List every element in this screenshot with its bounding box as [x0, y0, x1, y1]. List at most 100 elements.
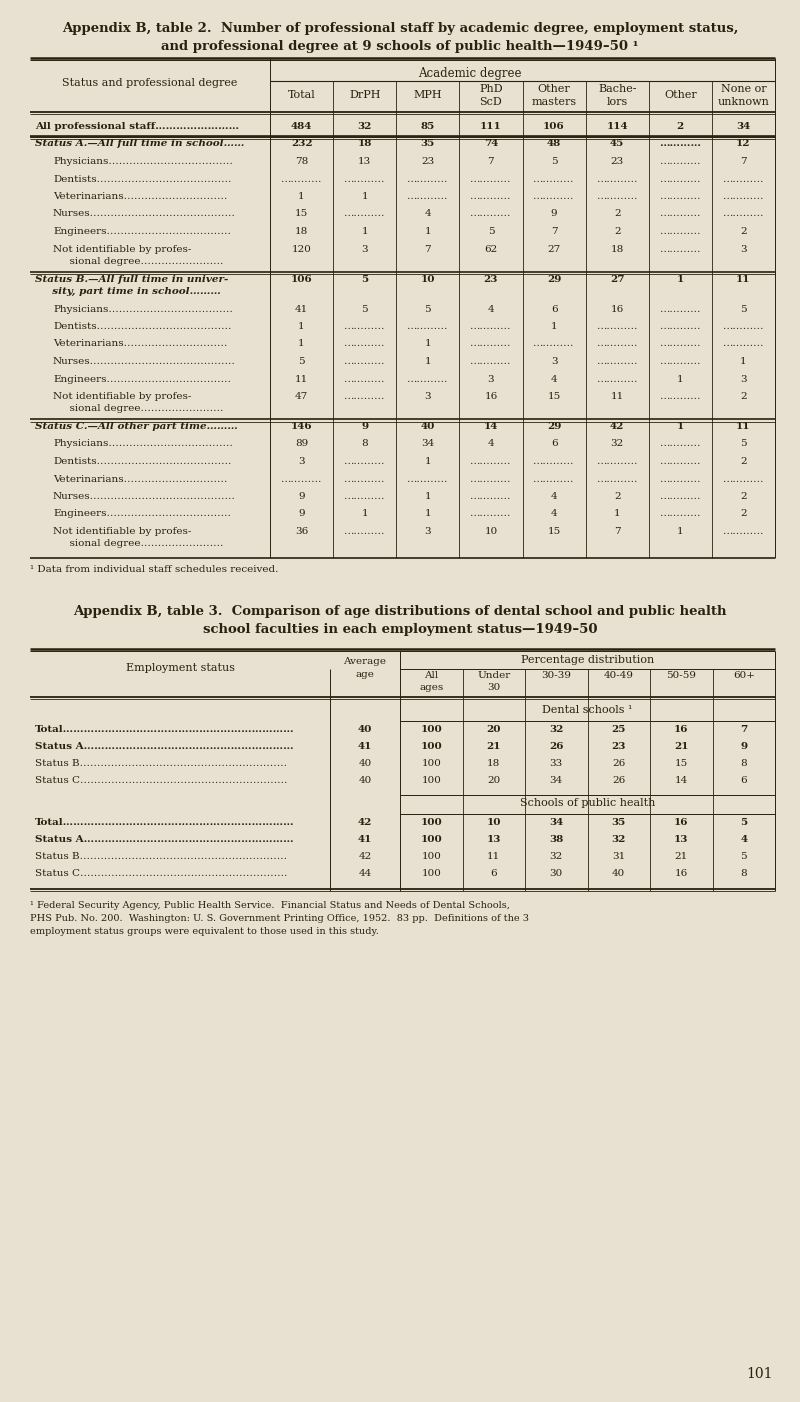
- Text: 100: 100: [420, 742, 442, 751]
- Text: 1: 1: [298, 322, 305, 331]
- Text: Physicians………………………………: Physicians………………………………: [53, 439, 233, 449]
- Text: 34: 34: [549, 817, 563, 827]
- Text: 5: 5: [361, 275, 368, 283]
- Text: …………: …………: [659, 474, 701, 484]
- Text: 3: 3: [425, 393, 431, 401]
- Text: 60+: 60+: [733, 672, 754, 680]
- Text: DrPH: DrPH: [349, 90, 381, 100]
- Text: ¹ Data from individual staff schedules received.: ¹ Data from individual staff schedules r…: [30, 565, 278, 573]
- Text: 9: 9: [298, 492, 305, 501]
- Text: 41: 41: [295, 304, 308, 314]
- Text: Nurses……………………………………: Nurses……………………………………: [53, 209, 236, 219]
- Text: 7: 7: [550, 227, 558, 236]
- Text: 2: 2: [740, 227, 746, 236]
- Text: 16: 16: [674, 725, 689, 735]
- Text: 101: 101: [746, 1367, 774, 1381]
- Text: …………: …………: [597, 374, 638, 384]
- Text: 10: 10: [486, 817, 501, 827]
- Text: 40: 40: [358, 775, 372, 785]
- Text: Dentists…………………………………: Dentists…………………………………: [53, 322, 231, 331]
- Text: Nurses……………………………………: Nurses……………………………………: [53, 492, 236, 501]
- Text: 33: 33: [550, 758, 563, 768]
- Text: …………: …………: [344, 358, 386, 366]
- Text: …………: …………: [534, 192, 575, 200]
- Text: 100: 100: [420, 836, 442, 844]
- Text: 40: 40: [358, 758, 372, 768]
- Text: 38: 38: [549, 836, 563, 844]
- Text: 4: 4: [488, 439, 494, 449]
- Text: 34: 34: [736, 122, 750, 130]
- Text: 1: 1: [298, 192, 305, 200]
- Text: 15: 15: [674, 758, 688, 768]
- Text: 29: 29: [547, 275, 562, 283]
- Text: Engineers………………………………: Engineers………………………………: [53, 374, 231, 384]
- Text: Physicians………………………………: Physicians………………………………: [53, 157, 233, 165]
- Text: All professional staff……………………: All professional staff……………………: [35, 122, 239, 130]
- Text: Status C……………………………………………………: Status C……………………………………………………: [35, 869, 287, 878]
- Text: …………: …………: [470, 192, 512, 200]
- Text: employment status groups were equivalent to those used in this study.: employment status groups were equivalent…: [30, 927, 379, 937]
- Text: …………: …………: [659, 457, 701, 465]
- Text: …………: …………: [344, 457, 386, 465]
- Text: …………: …………: [659, 227, 701, 236]
- Text: …………: …………: [470, 474, 512, 484]
- Text: 2: 2: [740, 492, 746, 501]
- Text: 32: 32: [550, 852, 563, 861]
- Text: 7: 7: [740, 725, 747, 735]
- Text: Veterinarians…………………………: Veterinarians…………………………: [53, 474, 227, 484]
- Text: 9: 9: [740, 742, 747, 751]
- Text: Appendix B, table 2.  Number of professional staff by academic degree, employmen: Appendix B, table 2. Number of professio…: [62, 22, 738, 35]
- Text: 7: 7: [425, 244, 431, 254]
- Text: 42: 42: [610, 422, 624, 430]
- Text: …………: …………: [659, 492, 701, 501]
- Text: Academic degree: Academic degree: [418, 67, 522, 80]
- Text: Employment status: Employment status: [126, 663, 234, 673]
- Text: 23: 23: [611, 742, 626, 751]
- Text: Status C.—All other part time………: Status C.—All other part time………: [35, 422, 238, 430]
- Text: 31: 31: [612, 852, 626, 861]
- Text: 3: 3: [740, 244, 746, 254]
- Text: 34: 34: [550, 775, 563, 785]
- Text: …………: …………: [344, 527, 386, 536]
- Text: 14: 14: [484, 422, 498, 430]
- Text: …………: …………: [659, 393, 701, 401]
- Text: …………: …………: [470, 509, 512, 519]
- Text: …………: …………: [597, 339, 638, 349]
- Text: …………: …………: [470, 358, 512, 366]
- Text: …………: …………: [597, 474, 638, 484]
- Text: 32: 32: [610, 439, 624, 449]
- Text: …………: …………: [659, 304, 701, 314]
- Text: …………: …………: [659, 174, 701, 184]
- Text: 30-39: 30-39: [542, 672, 571, 680]
- Text: All: All: [424, 672, 438, 680]
- Text: …………: …………: [659, 192, 701, 200]
- Text: ages: ages: [419, 683, 443, 693]
- Text: Physicians………………………………: Physicians………………………………: [53, 304, 233, 314]
- Text: and professional degree at 9 schools of public health—1949–50 ¹: and professional degree at 9 schools of …: [162, 41, 638, 53]
- Text: 26: 26: [549, 742, 563, 751]
- Text: …………: …………: [407, 374, 449, 384]
- Text: …………: …………: [659, 244, 701, 254]
- Text: 1: 1: [425, 227, 431, 236]
- Text: 11: 11: [736, 275, 750, 283]
- Text: Total…………………………………………………………: Total…………………………………………………………: [35, 817, 294, 827]
- Text: age: age: [355, 670, 374, 679]
- Text: 85: 85: [421, 122, 435, 130]
- Text: 484: 484: [291, 122, 312, 130]
- Text: …………: …………: [534, 174, 575, 184]
- Text: 30: 30: [487, 683, 500, 693]
- Text: 48: 48: [547, 140, 561, 149]
- Text: 3: 3: [425, 527, 431, 536]
- Text: …………: …………: [597, 192, 638, 200]
- Text: 2: 2: [740, 393, 746, 401]
- Text: Percentage distribution: Percentage distribution: [521, 655, 654, 665]
- Text: 5: 5: [488, 227, 494, 236]
- Text: 4: 4: [740, 836, 747, 844]
- Text: 5: 5: [740, 817, 747, 827]
- Text: 16: 16: [674, 869, 688, 878]
- Text: Average: Average: [343, 658, 386, 666]
- Text: …………: …………: [407, 192, 449, 200]
- Text: …………: …………: [722, 209, 764, 219]
- Text: 26: 26: [612, 775, 626, 785]
- Text: …………: …………: [470, 322, 512, 331]
